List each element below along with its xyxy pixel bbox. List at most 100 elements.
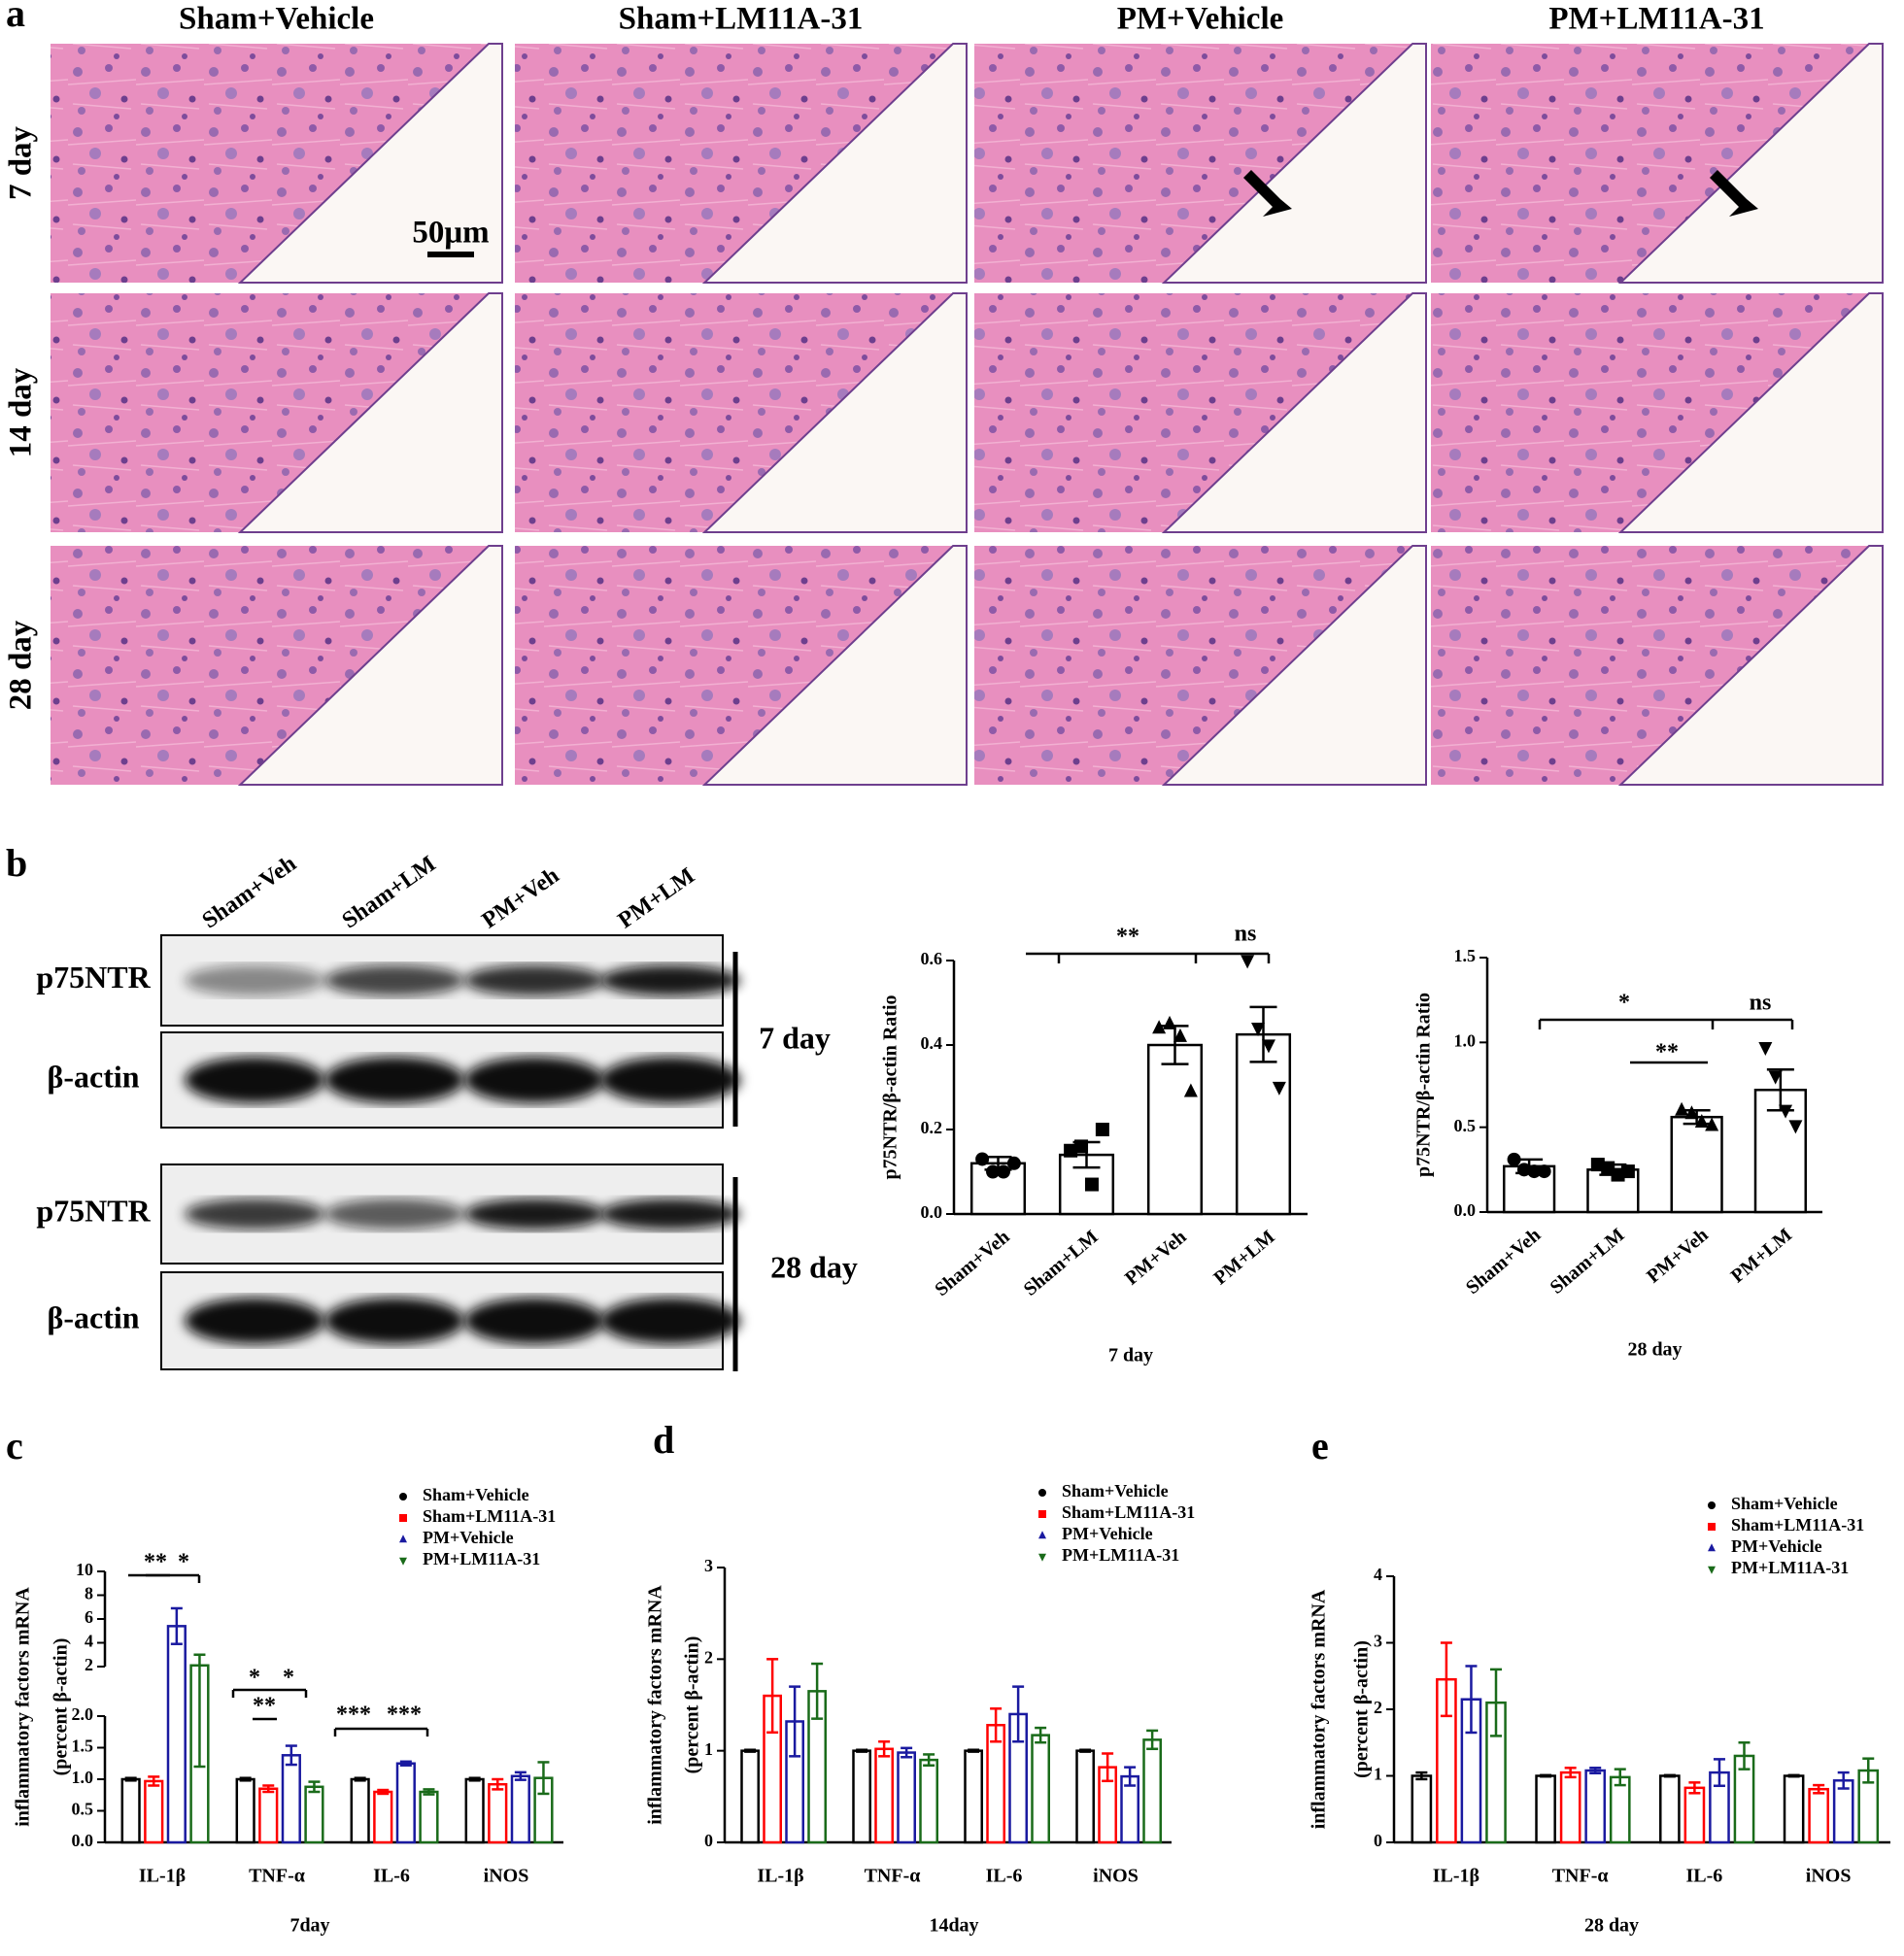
significance-label: ** [1655,1040,1679,1065]
bar [120,1777,141,1844]
column-title: PM+LM11A-31 [1548,2,1764,37]
y-tick-label: 0.0 [72,1831,94,1850]
column-title: PM+Vehicle [1117,2,1284,37]
tissue-edge [701,292,968,533]
x-tick-label: TNF-α [1552,1866,1609,1887]
bar [1584,1769,1607,1844]
tissue-edge [1161,545,1427,786]
bar [373,1790,393,1844]
bar [852,1749,871,1844]
y-tick-label: 0 [704,1831,713,1850]
data-point [1272,1081,1286,1096]
y-tick-label: 2.0 [72,1704,94,1724]
x-tick-label: Sham+LM [1547,1224,1629,1298]
significance-label: * [1618,991,1630,1016]
legend-marker [1708,1501,1716,1509]
y-tick-label: 4 [1374,1565,1382,1584]
column-title: Sham+LM11A-31 [619,2,864,37]
blot-band [324,1298,464,1344]
data-point [1064,1143,1078,1158]
bar [235,1777,255,1844]
x-tick-label: TNF-α [865,1866,921,1887]
y-tick-label: 2 [704,1647,713,1667]
bar [1832,1779,1854,1844]
legend-label: Sham+Vehicle [423,1485,529,1504]
lane-label: Sham+Veh [198,851,301,933]
legend-label: PM+LM11A-31 [1062,1545,1179,1565]
significance-label: * [178,1550,189,1575]
bar [144,1779,164,1844]
data-point [1768,1070,1783,1085]
legend-label: PM+LM11A-31 [423,1549,540,1568]
y-tick-label: 6 [85,1607,93,1627]
y-tick-label: 4 [85,1632,93,1651]
blot-band [324,964,464,996]
y-tick-label: 1.0 [1454,1030,1477,1050]
data-point [1152,1020,1167,1034]
y-tick-label: 3 [704,1556,713,1575]
y-tick-label: 8 [85,1584,93,1603]
group-label: 7 day [759,1020,831,1055]
data-point [1675,1101,1689,1116]
lane-label: Sham+LM [338,851,441,933]
legend-marker [399,1557,407,1566]
lane-label: PM+LM [614,863,699,934]
bar [281,1754,301,1844]
tissue-edge [237,292,503,533]
y-tick-label: 1 [704,1739,713,1759]
blot-band [185,1198,324,1230]
bar [395,1762,416,1844]
legend-marker [1038,1510,1046,1518]
tissue-edge [701,545,968,786]
significance-label: ** [144,1550,167,1575]
y-tick-label: 1.0 [72,1768,94,1787]
legend-label: Sham+LM11A-31 [1731,1515,1864,1534]
data-point [1779,1104,1793,1119]
column-title: Sham+Vehicle [179,2,374,37]
data-point [1163,1015,1177,1029]
scale-bar-label: 50μm [412,216,489,251]
y-axis-label: p75NTR/β-actin Ratio [880,995,901,1180]
data-point [1173,1028,1187,1042]
legend-marker [1708,1566,1716,1574]
data-point [1527,1164,1542,1179]
y-tick-label: 10 [76,1560,93,1579]
panel-label: c [6,1424,23,1467]
data-point [1694,1114,1709,1129]
arrow [1710,170,1758,217]
blot-band [464,1198,604,1230]
x-tick-label: iNOS [1806,1866,1852,1887]
lane-label: PM+Veh [478,862,564,933]
bar [1808,1787,1829,1844]
bar [874,1747,894,1844]
significance-label: *** [336,1703,371,1728]
blot-band [600,1298,740,1344]
arrow [1243,170,1292,217]
panel-label: e [1311,1424,1329,1467]
blot-band [324,1198,464,1230]
y-axis-label: p75NTR/β-actin Ratio [1413,993,1435,1177]
data-point [1261,1039,1275,1054]
blot-band [600,964,740,996]
x-tick-label: IL-1β [757,1866,803,1887]
tissue-edge [237,545,503,786]
significance-label: ** [1116,925,1139,950]
bar [166,1625,187,1844]
tissue-edge [237,43,503,284]
bar [1031,1734,1050,1844]
blot-label: β-actin [47,1299,139,1334]
data-point [1516,1163,1531,1177]
y-tick-label: 3 [1374,1632,1382,1651]
x-tick-label: IL-6 [1685,1866,1722,1887]
significance-label: * [249,1666,260,1691]
x-axis-label: 28 day [1627,1339,1682,1361]
bar [1670,1115,1723,1214]
x-tick-label: PM+LM [1727,1224,1796,1287]
x-tick-label: iNOS [1093,1866,1139,1887]
data-point [1241,955,1255,969]
x-axis-label: 7day [289,1915,329,1937]
y-tick-label: 0.5 [1454,1116,1477,1135]
y-tick-label: 0.4 [921,1033,943,1053]
bar [919,1758,938,1844]
bar [510,1774,530,1844]
